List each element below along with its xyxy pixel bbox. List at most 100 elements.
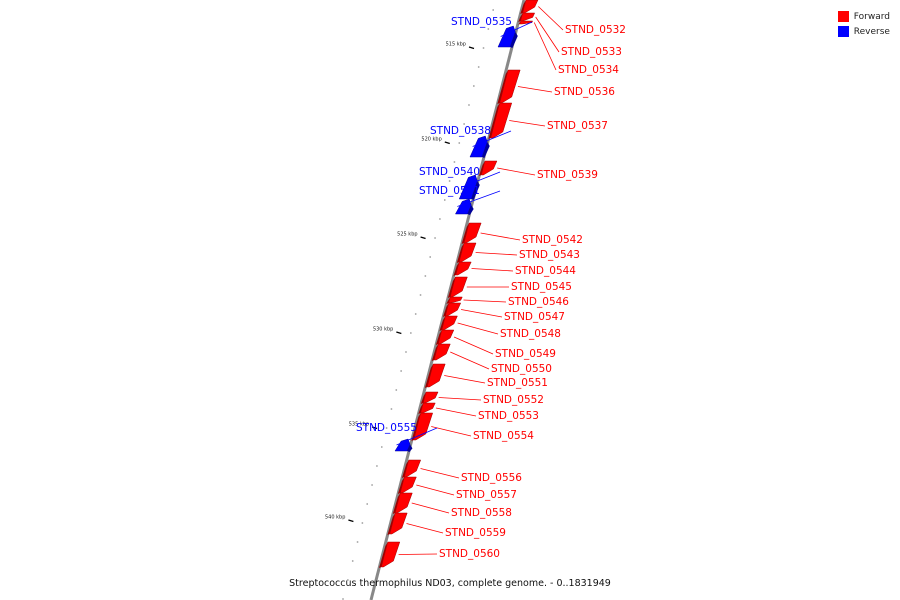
gene-label[interactable]: STND_0546 bbox=[508, 296, 569, 308]
gene-arrow[interactable] bbox=[413, 412, 434, 441]
gene-arrow[interactable] bbox=[445, 302, 462, 317]
gene-label[interactable]: STND_0547 bbox=[504, 311, 565, 323]
gene-stnd-0535[interactable]: STND_0535 bbox=[451, 16, 533, 48]
gene-stnd-0560[interactable]: STND_0560 bbox=[379, 541, 500, 568]
gene-stnd-0536[interactable]: STND_0536 bbox=[497, 69, 615, 104]
gene-arrow[interactable] bbox=[497, 25, 516, 48]
gene-arrow[interactable] bbox=[437, 329, 455, 345]
gene-arrow[interactable] bbox=[463, 222, 482, 244]
gene-arrow[interactable] bbox=[458, 242, 477, 263]
tick-label: 535 kbp bbox=[349, 422, 369, 428]
gene-label[interactable]: STND_0548 bbox=[500, 328, 561, 340]
gene-label[interactable]: STND_0555 bbox=[356, 422, 417, 434]
legend: Forward Reverse bbox=[837, 9, 890, 39]
gene-arrow[interactable] bbox=[519, 20, 534, 25]
gene-leader-line bbox=[450, 351, 490, 370]
gene-stnd-0540[interactable]: STND_0540 bbox=[419, 166, 501, 200]
gene-arrow[interactable] bbox=[381, 541, 401, 568]
gene-arrow[interactable] bbox=[481, 160, 498, 176]
gene-leader-line bbox=[471, 268, 514, 272]
gene-label[interactable]: STND_0551 bbox=[487, 377, 548, 389]
gene-arrow[interactable] bbox=[433, 343, 451, 361]
gene-stnd-0547[interactable]: STND_0547 bbox=[443, 302, 565, 323]
gene-stnd-0557[interactable]: STND_0557 bbox=[397, 476, 517, 501]
gene-stnd-0550[interactable]: STND_0550 bbox=[431, 343, 552, 375]
gene-stnd-0534[interactable]: STND_0534 bbox=[517, 20, 619, 76]
gene-leader-line bbox=[396, 427, 438, 446]
gene-label[interactable]: STND_0554 bbox=[473, 430, 534, 442]
gene-label[interactable]: STND_0534 bbox=[558, 64, 619, 76]
gene-leader-line bbox=[480, 232, 521, 241]
gene-arrow[interactable] bbox=[426, 363, 446, 388]
gene-stnd-0545[interactable]: STND_0545 bbox=[447, 276, 572, 298]
gene-stnd-0546[interactable]: STND_0546 bbox=[446, 296, 569, 308]
gene-shadow bbox=[467, 205, 474, 215]
gene-arrow[interactable] bbox=[458, 174, 478, 200]
gene-label[interactable]: STND_0560 bbox=[439, 548, 500, 560]
gene-label[interactable]: STND_0535 bbox=[451, 16, 512, 28]
gene-label[interactable]: STND_0553 bbox=[478, 410, 539, 422]
gene-label[interactable]: STND_0558 bbox=[451, 507, 512, 519]
gene-stnd-0544[interactable]: STND_0544 bbox=[453, 261, 576, 277]
major-tick bbox=[444, 141, 450, 145]
gene-label[interactable]: STND_0556 bbox=[461, 472, 522, 484]
gene-label[interactable]: STND_0545 bbox=[511, 281, 572, 293]
gene-arrow[interactable] bbox=[522, 0, 539, 14]
gene-leader-line bbox=[463, 299, 507, 303]
gene-stnd-0532[interactable]: STND_0532 bbox=[520, 0, 626, 36]
gene-stnd-0554[interactable]: STND_0554 bbox=[411, 412, 534, 442]
gene-stnd-0555[interactable]: STND_0555 bbox=[356, 422, 438, 452]
gene-arrow[interactable] bbox=[469, 135, 488, 158]
gene-label[interactable]: STND_0538 bbox=[430, 125, 491, 137]
gene-stnd-0559[interactable]: STND_0559 bbox=[387, 512, 506, 539]
gene-arrow[interactable] bbox=[389, 512, 408, 535]
gene-stnd-0543[interactable]: STND_0543 bbox=[456, 242, 580, 263]
gene-arrow[interactable] bbox=[448, 296, 463, 304]
gene-stnd-0556[interactable]: STND_0556 bbox=[401, 459, 522, 484]
gene-label[interactable]: STND_0543 bbox=[519, 249, 580, 261]
tick-label: 520 kbp bbox=[421, 137, 441, 143]
gene-label[interactable]: STND_0549 bbox=[495, 348, 556, 360]
gene-label[interactable]: STND_0550 bbox=[491, 363, 552, 375]
gene-arrow[interactable] bbox=[422, 391, 439, 404]
gene-arrow[interactable] bbox=[455, 261, 472, 276]
gene-stnd-0542[interactable]: STND_0542 bbox=[461, 222, 583, 246]
gene-stnd-0553[interactable]: STND_0553 bbox=[418, 402, 539, 422]
gene-leader-line bbox=[500, 21, 533, 37]
gene-label[interactable]: STND_0542 bbox=[522, 234, 583, 246]
gene-arrow[interactable] bbox=[499, 69, 521, 104]
gene-arrow[interactable] bbox=[394, 438, 411, 452]
gene-arrow[interactable] bbox=[449, 276, 468, 298]
gene-stnd-0549[interactable]: STND_0549 bbox=[435, 329, 556, 360]
gene-shadow bbox=[424, 364, 434, 388]
gene-label[interactable]: STND_0539 bbox=[537, 169, 598, 181]
gene-stnd-0548[interactable]: STND_0548 bbox=[439, 315, 561, 340]
gene-stnd-0538[interactable]: STND_0538 bbox=[430, 125, 512, 158]
gene-arrow[interactable] bbox=[399, 476, 417, 494]
gene-arrow[interactable] bbox=[441, 315, 458, 331]
gene-label[interactable]: STND_0532 bbox=[565, 24, 626, 36]
gene-stnd-0539[interactable]: STND_0539 bbox=[478, 160, 598, 181]
gene-label[interactable]: STND_0557 bbox=[456, 489, 517, 501]
gene-label[interactable]: STND_0559 bbox=[445, 527, 506, 539]
gene-stnd-0537[interactable]: STND_0537 bbox=[488, 102, 608, 139]
gene-stnd-0552[interactable]: STND_0552 bbox=[420, 391, 544, 406]
gene-arrow[interactable] bbox=[394, 492, 413, 514]
gene-arrow[interactable] bbox=[420, 402, 436, 414]
gene-stnd-0541[interactable]: STND_0541 bbox=[419, 185, 501, 215]
gene-label[interactable]: STND_0552 bbox=[483, 394, 544, 406]
gene-leader-line bbox=[535, 16, 560, 53]
gene-stnd-0533[interactable]: STND_0533 bbox=[518, 12, 622, 58]
gene-label[interactable]: STND_0533 bbox=[561, 46, 622, 58]
gene-arrow[interactable] bbox=[520, 12, 536, 22]
gene-label[interactable]: STND_0536 bbox=[554, 86, 615, 98]
gene-arrow[interactable] bbox=[404, 459, 422, 478]
gene-label[interactable]: STND_0541 bbox=[419, 185, 480, 197]
gene-shadow bbox=[379, 542, 388, 568]
gene-label[interactable]: STND_0537 bbox=[547, 120, 608, 132]
gene-stnd-0551[interactable]: STND_0551 bbox=[424, 363, 548, 389]
gene-stnd-0558[interactable]: STND_0558 bbox=[392, 492, 512, 519]
gene-arrow[interactable] bbox=[490, 102, 513, 139]
gene-label[interactable]: STND_0544 bbox=[515, 265, 576, 277]
gene-label[interactable]: STND_0540 bbox=[419, 166, 480, 178]
